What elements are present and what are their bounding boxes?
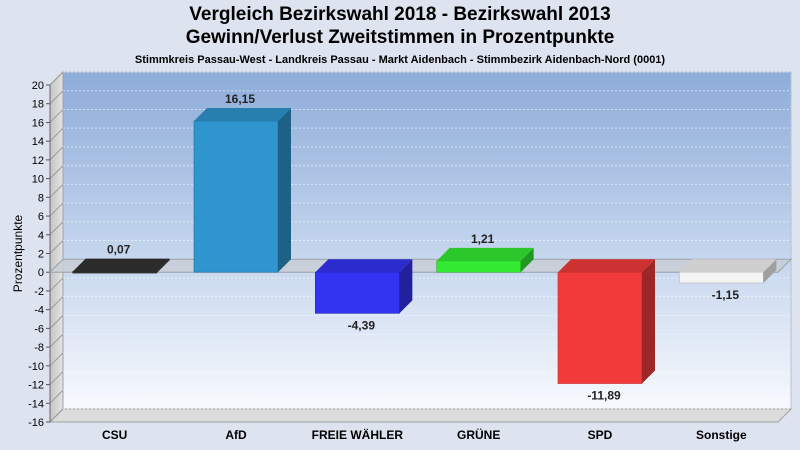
y-axis-label: Prozentpunkte bbox=[11, 214, 25, 292]
chart-subtitle: Stimmkreis Passau-West - Landkreis Passa… bbox=[134, 54, 666, 66]
side-gridline bbox=[49, 109, 64, 123]
bar-side-3 bbox=[520, 247, 534, 273]
side-gridline bbox=[49, 202, 64, 217]
bar-5 bbox=[679, 271, 764, 284]
bar-2 bbox=[315, 271, 400, 314]
y-tick-label: 18 bbox=[32, 99, 44, 111]
side-gridline bbox=[49, 240, 64, 254]
side-gridline bbox=[49, 296, 64, 311]
y-tick-label: 0 bbox=[38, 267, 44, 279]
bar-side-2 bbox=[399, 259, 413, 314]
x-tick-label-3: GRÜNE bbox=[457, 427, 500, 442]
y-tick-label: 4 bbox=[38, 230, 44, 242]
side-gridline bbox=[49, 146, 64, 161]
chart-title: Vergleich Bezirkswahl 2018 - Bezirkswahl… bbox=[189, 4, 611, 25]
bar-side-4 bbox=[642, 259, 655, 384]
bar-top-0 bbox=[72, 258, 170, 272]
data-label-3: 1,21 bbox=[471, 232, 495, 246]
y-tick-label: 6 bbox=[38, 211, 44, 223]
y-tick-label: 10 bbox=[32, 174, 44, 186]
side-gridline bbox=[49, 315, 64, 329]
y-tick-label: 14 bbox=[32, 136, 44, 148]
y-tick-label: 20 bbox=[32, 80, 44, 92]
data-label-1: 16,15 bbox=[225, 92, 255, 106]
bar-top-3 bbox=[436, 247, 534, 261]
bar-side-5 bbox=[763, 259, 777, 283]
y-tick-label: 12 bbox=[32, 155, 44, 167]
bar-4 bbox=[557, 271, 643, 384]
bar-3 bbox=[436, 260, 521, 273]
y-tick-label: -8 bbox=[34, 342, 44, 354]
data-label-5: -1,15 bbox=[712, 288, 740, 302]
data-label-2: -4,39 bbox=[348, 318, 376, 332]
side-gridline bbox=[49, 183, 64, 198]
side-gridline bbox=[49, 90, 64, 105]
bar-0 bbox=[72, 271, 157, 274]
bar-side-0 bbox=[156, 258, 170, 274]
bar-top-5 bbox=[679, 259, 777, 273]
y-tick-label: -16 bbox=[28, 417, 44, 429]
side-gridline bbox=[49, 221, 64, 236]
side-gridline bbox=[49, 371, 64, 385]
side-gridline bbox=[49, 408, 64, 423]
data-label-0: 0,07 bbox=[107, 243, 131, 257]
bar-top-1 bbox=[194, 108, 291, 122]
y-tick-label: -6 bbox=[34, 323, 44, 335]
y-tick-label: -12 bbox=[28, 380, 44, 392]
side-gridline bbox=[49, 333, 64, 348]
x-tick-label-4: SPD bbox=[588, 428, 613, 442]
bar-top-4 bbox=[558, 259, 655, 273]
x-tick-label-1: AfD bbox=[225, 428, 247, 442]
y-tick-label: 16 bbox=[32, 117, 44, 129]
x-tick-label-2: FREIE WÄHLER bbox=[312, 427, 404, 442]
y-tick-label: -14 bbox=[28, 398, 44, 410]
plot-floor bbox=[48, 408, 793, 423]
bar-side-1 bbox=[278, 108, 291, 273]
side-gridline bbox=[49, 127, 64, 142]
side-gridline bbox=[49, 277, 64, 292]
chart-title-line2: Gewinn/Verlust Zweitstimmen in Prozentpu… bbox=[185, 27, 615, 48]
y-tick-label: 2 bbox=[38, 249, 44, 261]
bar-1 bbox=[193, 120, 279, 273]
bar-top-2 bbox=[315, 259, 413, 273]
side-gridline bbox=[49, 389, 64, 404]
data-label-4: -11,89 bbox=[587, 389, 621, 403]
x-tick-label-0: CSU bbox=[102, 428, 127, 442]
y-tick-label: -4 bbox=[34, 305, 44, 317]
x-tick-label-5: Sonstige bbox=[696, 428, 747, 442]
y-tick-label: -2 bbox=[34, 286, 44, 298]
side-gridline bbox=[49, 352, 64, 367]
side-gridline bbox=[49, 71, 64, 86]
side-gridline bbox=[49, 165, 64, 179]
y-tick-label: 8 bbox=[38, 192, 44, 204]
y-tick-label: -10 bbox=[28, 361, 44, 373]
